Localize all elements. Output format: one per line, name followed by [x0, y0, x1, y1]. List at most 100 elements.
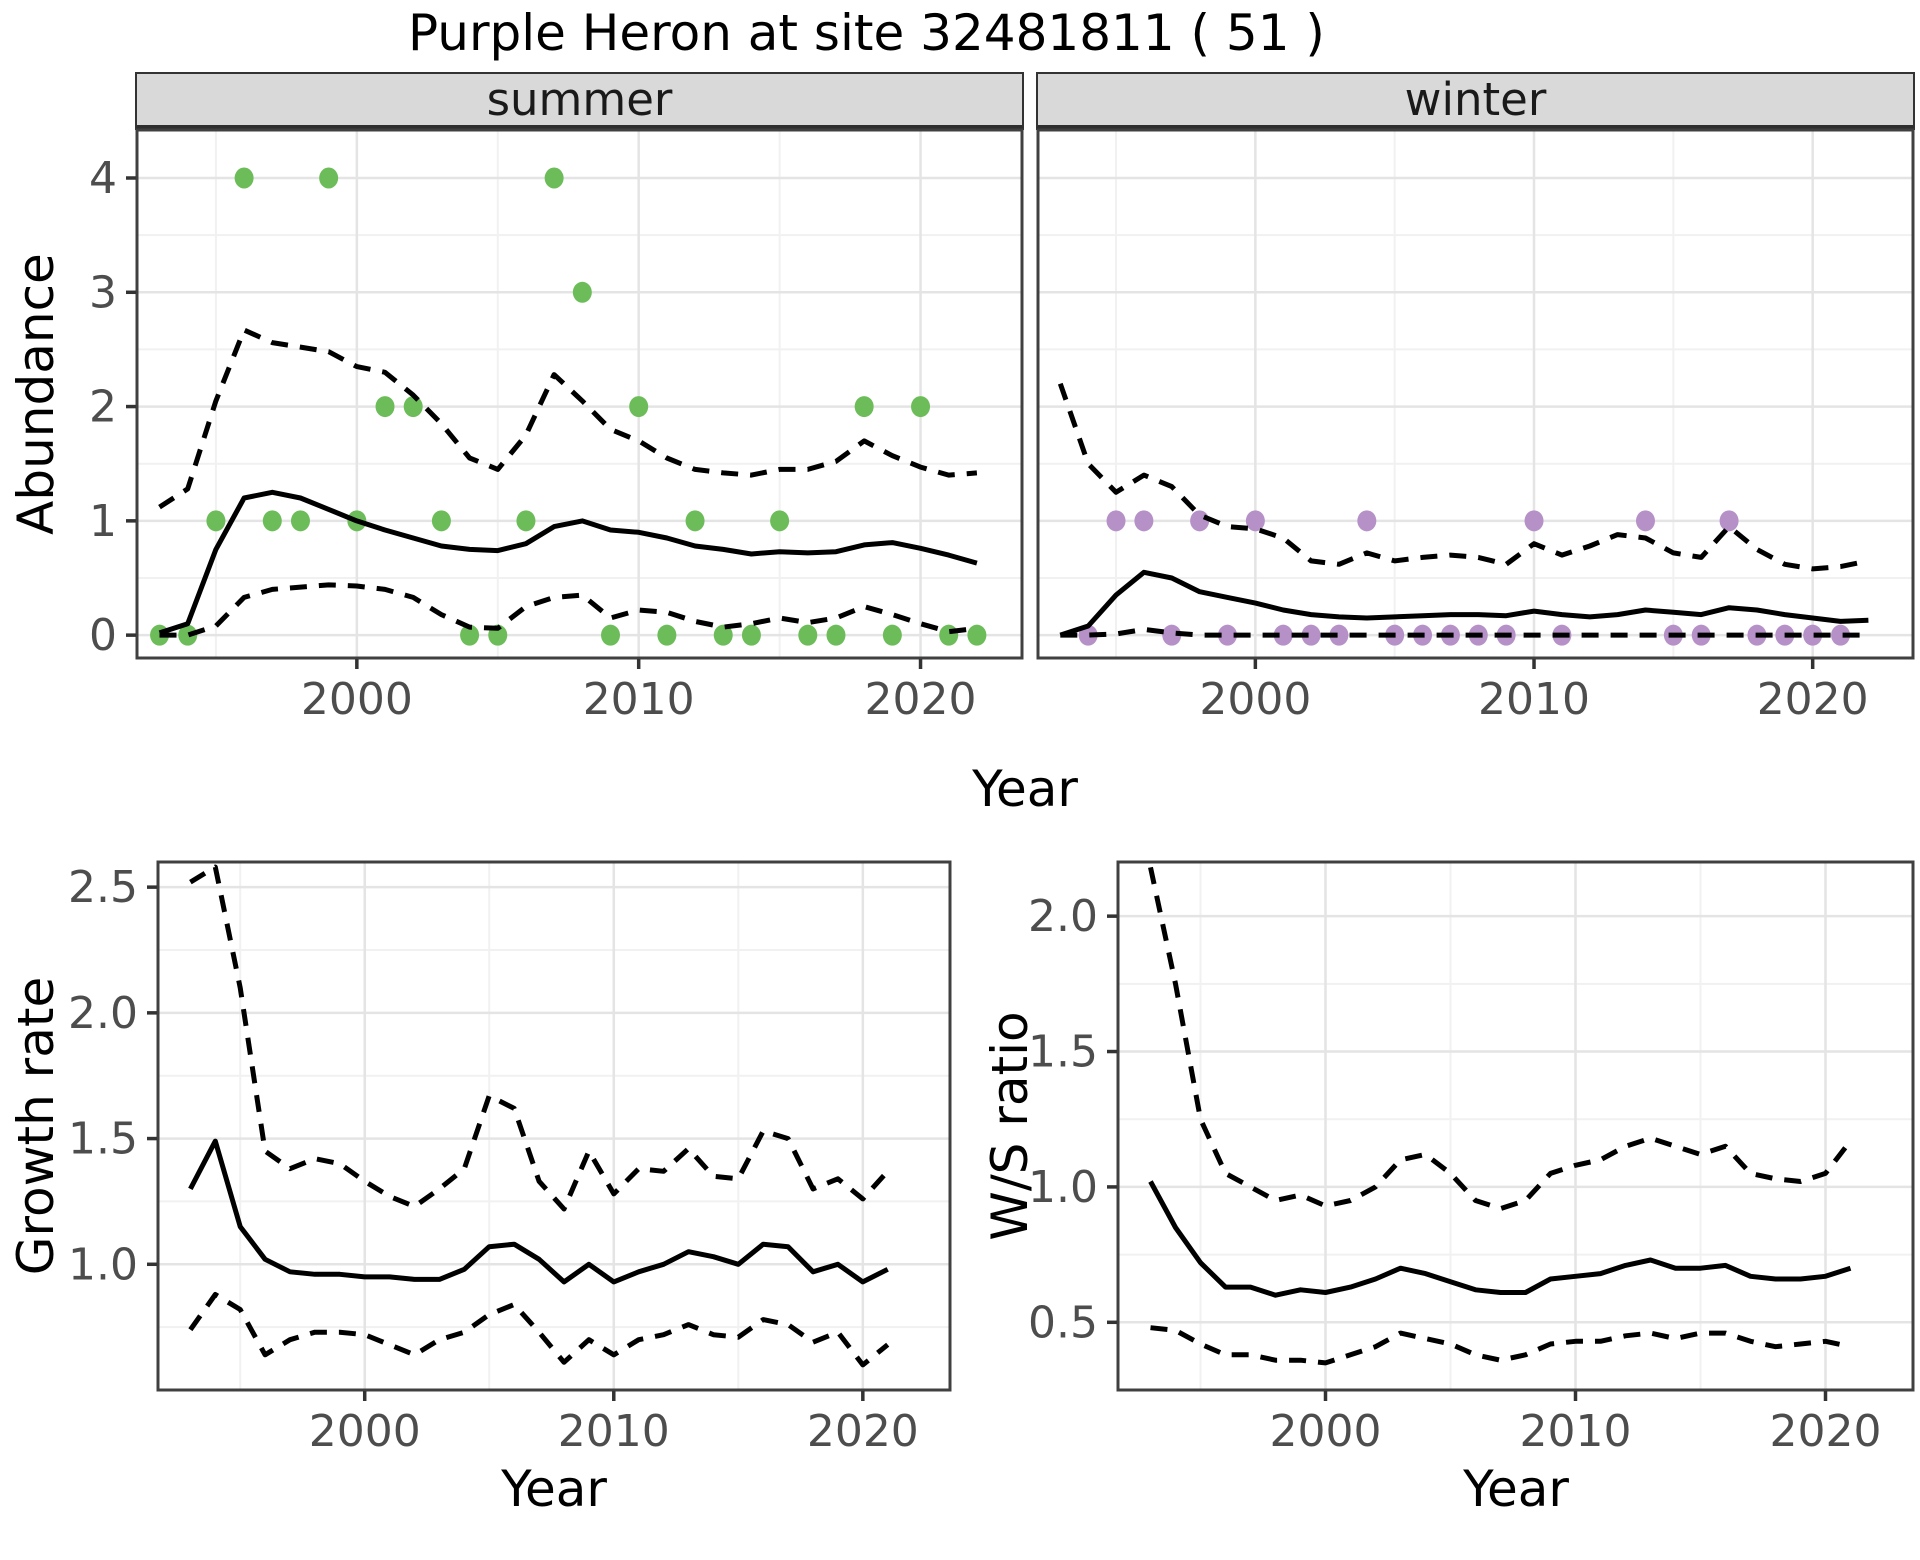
obs-point [572, 281, 592, 303]
panel-growth: 2000 2010 2020 1.0 1.5 2.0 2.5 [68, 860, 952, 1457]
mean-line [1148, 1180, 1852, 1298]
panel-border [1116, 860, 1915, 1392]
panel-content [188, 864, 890, 1368]
x-tick-label: 2020 [1770, 1406, 1882, 1457]
obs-point [939, 624, 959, 646]
y-tick-label: 1.5 [68, 1114, 138, 1165]
obs-point [967, 624, 987, 646]
panel-bg [1118, 862, 1913, 1390]
ci-line-upper_ci [158, 327, 978, 510]
ci-line-upper_ci [1057, 382, 1869, 572]
obs-point [460, 624, 480, 646]
y-tick-label: 2.0 [68, 988, 138, 1039]
panel-border [135, 128, 1024, 660]
panel-content [1057, 382, 1869, 646]
obs-point [1301, 624, 1321, 646]
ci-line-lower_ci [1150, 1325, 1852, 1366]
panel-border [156, 860, 952, 1392]
x-tick-label: 2000 [309, 1406, 421, 1457]
obs-point [234, 167, 254, 189]
obs-point [1329, 624, 1349, 646]
obs-point [685, 510, 705, 532]
obs-point [375, 396, 395, 418]
panel-ws: 2000 2010 2020 0.5 1.0 1.5 2.0 [1028, 860, 1915, 1457]
ci-line-lower_ci [188, 1292, 890, 1368]
x-axis-title-year-growth: Year [501, 1460, 607, 1518]
obs-point [290, 510, 310, 532]
obs-point [1635, 510, 1655, 532]
obs-point [798, 624, 818, 646]
obs-point [1245, 510, 1265, 532]
obs-point [319, 167, 339, 189]
obs-point [854, 396, 874, 418]
obs-point [1524, 510, 1544, 532]
y-tick-label: 2.0 [1028, 891, 1098, 942]
ci-line-upper_ci [189, 864, 890, 1212]
obs-point [403, 396, 423, 418]
obs-point [1273, 624, 1293, 646]
y-tick-label: 1.0 [68, 1239, 138, 1290]
obs-point [262, 510, 282, 532]
x-tick-label: 2010 [558, 1406, 670, 1457]
obs-point [1162, 624, 1182, 646]
obs-point [1831, 624, 1851, 646]
obs-point [826, 624, 846, 646]
x-tick-label: 2020 [807, 1406, 919, 1457]
panel-winter: 2000 2010 2020 [1036, 128, 1915, 725]
x-axis-title-year-ws: Year [1463, 1460, 1569, 1518]
obs-point [713, 624, 733, 646]
mean-line [188, 1138, 889, 1285]
y-tick-label: 1 [89, 496, 117, 547]
y-tick-label: 2 [89, 382, 117, 433]
x-tick-label: 2020 [865, 674, 977, 725]
panel-border [1036, 128, 1915, 660]
y-tick-label: 2.5 [68, 862, 138, 913]
panel-bg [158, 862, 950, 1390]
obs-point [1190, 510, 1210, 532]
obs-point [178, 624, 198, 646]
x-axis-title-year-top: Year [972, 760, 1078, 818]
facet-strip-summer-label: summer [486, 73, 673, 126]
y-tick-label: 1.0 [1028, 1162, 1098, 1213]
obs-point [629, 396, 649, 418]
y-tick-label: 4 [89, 153, 117, 204]
x-tick-label: 2000 [1199, 674, 1311, 725]
facet-strip-winter: winter [1036, 72, 1915, 130]
obs-point [1134, 510, 1154, 532]
obs-point [1217, 624, 1237, 646]
obs-point [911, 396, 931, 418]
obs-point [431, 510, 451, 532]
panel-bg [1038, 130, 1913, 658]
x-tick-label: 2010 [1478, 674, 1590, 725]
x-tick-label: 2010 [583, 674, 695, 725]
obs-point [770, 510, 790, 532]
obs-point [1719, 510, 1739, 532]
chart-title: Purple Heron at site 32481811 ( 51 ) [408, 4, 1325, 62]
y-tick-label: 0 [89, 610, 117, 661]
mean-line [1059, 569, 1869, 638]
obs-point [1106, 510, 1126, 532]
obs-point [544, 167, 564, 189]
facet-strip-winter-label: winter [1404, 73, 1547, 126]
panel-bg [137, 130, 1022, 658]
panel-content [1148, 866, 1853, 1366]
obs-point [882, 624, 902, 646]
obs-point [1357, 510, 1377, 532]
obs-point [206, 510, 226, 532]
panel-summer: 2000 2010 2020 0 1 2 3 4 [89, 128, 1024, 725]
y-tick-label: 3 [89, 267, 117, 318]
obs-point [741, 624, 761, 646]
x-tick-label: 2020 [1757, 674, 1869, 725]
y-tick-label: 0.5 [1028, 1297, 1098, 1348]
obs-point [601, 624, 621, 646]
facet-strip-summer: summer [135, 72, 1024, 130]
obs-point [1803, 624, 1823, 646]
ci-line-upper_ci [1148, 866, 1853, 1212]
panel-content [150, 167, 987, 646]
y-tick-label: 1.5 [1028, 1027, 1098, 1078]
x-tick-label: 2000 [301, 674, 413, 725]
ci-line-lower_ci [1060, 626, 1869, 638]
obs-point [657, 624, 677, 646]
obs-point [516, 510, 536, 532]
